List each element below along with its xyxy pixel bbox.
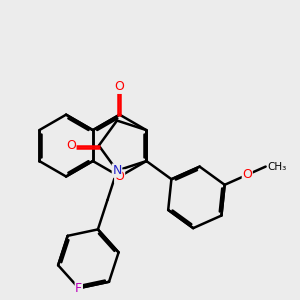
Text: F: F <box>75 282 82 295</box>
Text: N: N <box>112 164 122 177</box>
Text: O: O <box>242 168 252 181</box>
Text: O: O <box>66 139 76 152</box>
Text: O: O <box>115 80 124 93</box>
Text: O: O <box>115 170 124 183</box>
Text: CH₃: CH₃ <box>267 162 286 172</box>
